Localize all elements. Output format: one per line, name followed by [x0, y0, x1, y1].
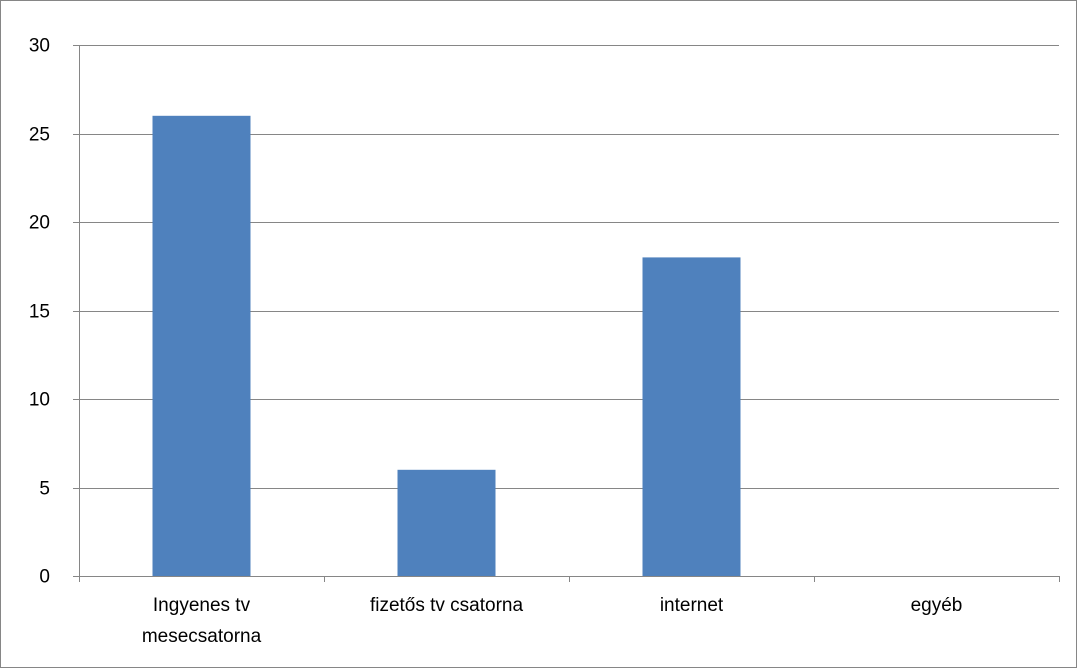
x-tick-label: Ingyenes tv	[153, 595, 251, 616]
x-tick-label: mesecsatorna	[142, 626, 262, 647]
y-tick-label: 25	[29, 125, 50, 146]
y-tick-label: 0	[39, 567, 50, 588]
y-tick-label: 10	[29, 390, 50, 411]
x-tick-labels: Ingyenes tv mesecsatorna fizetős tv csator…	[142, 595, 963, 647]
y-tick-labels: 0 5 10 15 20 25 30	[29, 36, 50, 588]
bar	[642, 257, 741, 576]
y-tick-label: 20	[29, 213, 50, 234]
y-tick-label: 30	[29, 36, 50, 57]
bar	[152, 115, 251, 577]
y-tick-label: 15	[29, 302, 50, 323]
x-tick-label: egyéb	[911, 595, 963, 616]
x-tick-label: internet	[660, 595, 724, 616]
x-tick-label: fizetős tv csatorna	[370, 595, 524, 616]
bars	[152, 115, 741, 577]
axes	[73, 45, 1060, 582]
bar	[397, 469, 496, 576]
y-tick-label: 5	[39, 479, 50, 500]
